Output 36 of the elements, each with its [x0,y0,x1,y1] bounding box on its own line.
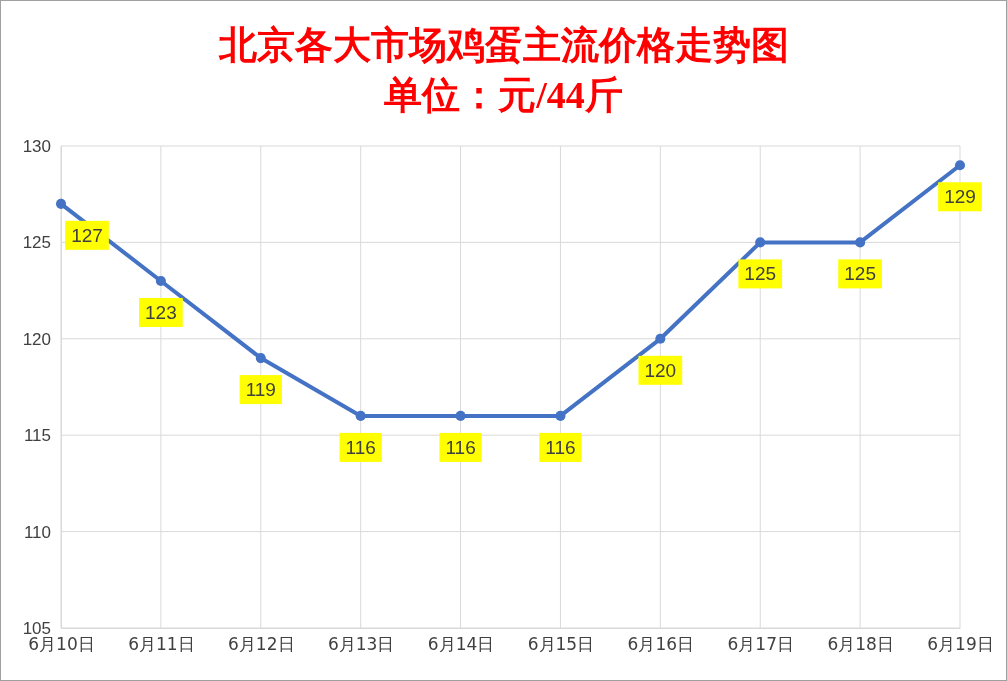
point [755,237,766,248]
x-tick-label: 6月13日 [327,634,395,655]
x-tick-label: 6月16日 [627,634,695,655]
point [455,410,466,421]
x-tick-label: 6月15日 [527,634,595,655]
chart-title: 北京各大市场鸡蛋主流价格走势图 [217,24,789,66]
point [355,410,366,421]
x-tick-label: 6月17日 [727,634,794,655]
data-label: 129 [944,186,976,208]
y-tick-label: 125 [22,233,51,253]
data-label: 127 [71,224,103,246]
x-tick-label: 6月11日 [128,634,195,655]
data-label: 119 [245,379,276,401]
point [954,160,966,171]
data-label: 120 [644,359,677,381]
point [555,410,566,421]
data-label: 116 [445,436,476,458]
y-tick-label: 110 [23,522,51,542]
x-tick-label: 6月12日 [228,634,295,655]
x-tick-label: 6月19日 [927,634,994,655]
y-tick-label: 120 [22,329,51,349]
data-label: 116 [345,436,376,458]
point [855,237,866,248]
x-tick-label: 6月14日 [427,634,495,655]
y-tick-label: 115 [23,426,51,446]
point [255,353,266,364]
data-label: 125 [844,263,876,285]
data-label: 125 [744,263,777,285]
point [655,333,666,344]
point [55,198,67,209]
x-tick-label: 6月18日 [827,634,894,655]
chart-subtitle: 单位：元/44斤 [383,74,623,116]
data-label: 116 [545,436,576,458]
point [155,275,166,286]
y-tick-label: 130 [22,136,51,156]
data-label: 123 [145,301,177,323]
